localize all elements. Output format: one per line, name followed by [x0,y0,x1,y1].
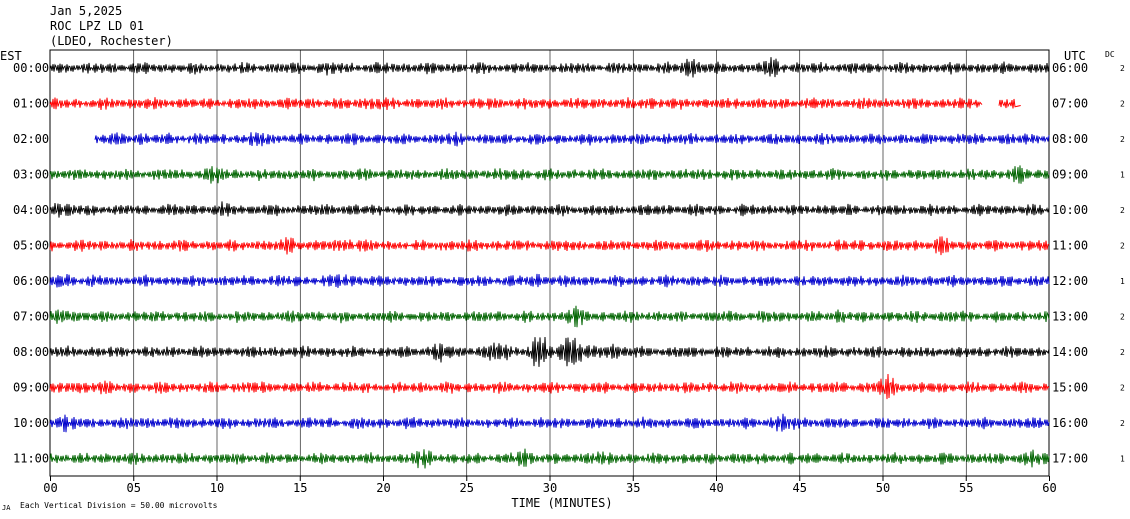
est-label-1100: 11:00 [13,452,49,466]
header-date: Jan 5,2025 [50,4,123,18]
est-label-0700: 07:00 [13,310,49,324]
est-label-1000: 10:00 [13,416,49,430]
x-tick-label-40: 40 [709,481,723,495]
trace-row-0600 [49,273,1050,288]
utc-label-0600: 06:00 [1052,61,1088,75]
x-tick-label-0: 00 [43,481,57,495]
trace-row-0200 [94,131,1050,147]
dc-value-9: 2 [1120,384,1125,393]
trace-row-0800 [49,336,1050,367]
dc-value-10: 2 [1120,419,1125,428]
x-tick-label-60: 60 [1042,481,1056,495]
utc-label-0800: 08:00 [1052,132,1088,146]
x-tick-label-30: 30 [543,481,557,495]
plot-frame [49,49,1050,477]
est-label-0300: 03:00 [13,168,49,182]
trace-row-0500 [49,236,1050,256]
trace-row-0100 [49,97,983,110]
utc-label-1500: 15:00 [1052,381,1088,395]
utc-label-0700: 07:00 [1052,97,1088,111]
x-tick-label-50: 50 [876,481,890,495]
utc-label-1200: 12:00 [1052,274,1088,288]
dc-label: DC [1105,50,1115,59]
x-tick-label-35: 35 [626,481,640,495]
utc-label-1700: 17:00 [1052,452,1088,466]
est-label-0600: 06:00 [13,274,49,288]
est-label-0900: 09:00 [13,381,49,395]
scale-note: Each Vertical Division = 50.00 microvolt… [20,501,218,510]
dc-value-7: 2 [1120,313,1125,322]
dc-value-4: 2 [1120,206,1125,215]
x-tick-label-5: 05 [127,481,141,495]
est-label-0500: 05:00 [13,239,49,253]
dc-value-1: 2 [1120,100,1125,109]
est-label-0000: 00:00 [13,61,49,75]
header-network: (LDEO, Rochester) [50,34,173,48]
est-label-0200: 02:00 [13,132,49,146]
est-zone-label: EST [0,49,22,63]
trace-row-0100-tail [998,98,1021,109]
x-tick-label-15: 15 [293,481,307,495]
trace-row-0700 [49,305,1050,328]
trace-row-0900 [49,373,1050,400]
dc-value-11: 1 [1120,455,1125,464]
est-label-0400: 04:00 [13,203,49,217]
dc-value-6: 1 [1120,277,1125,286]
utc-label-1100: 11:00 [1052,239,1088,253]
x-tick-label-10: 10 [210,481,224,495]
x-tick-label-45: 45 [793,481,807,495]
corner-mark: JA [2,504,11,512]
utc-label-1400: 14:00 [1052,345,1088,359]
utc-label-0900: 09:00 [1052,168,1088,182]
est-label-0100: 01:00 [13,97,49,111]
trace-row-1000 [49,413,1050,433]
est-label-0800: 08:00 [13,345,49,359]
header-station: ROC LPZ LD 01 [50,19,144,33]
dc-value-3: 1 [1120,171,1125,180]
trace-row-0000 [49,57,1050,78]
dc-value-0: 2 [1120,64,1125,73]
x-tick-label-20: 20 [376,481,390,495]
trace-row-0300 [49,165,1050,184]
trace-row-1100 [49,448,1050,469]
x-tick-label-55: 55 [959,481,973,495]
x-tick-label-25: 25 [460,481,474,495]
trace-row-0400 [49,201,1050,218]
utc-label-1300: 13:00 [1052,310,1088,324]
x-axis-label: TIME (MINUTES) [511,496,612,510]
dc-value-5: 2 [1120,242,1125,251]
dc-value-2: 2 [1120,135,1125,144]
utc-zone-label: UTC [1064,49,1086,63]
utc-label-1600: 16:00 [1052,416,1088,430]
utc-label-1000: 10:00 [1052,203,1088,217]
dc-value-8: 2 [1120,348,1125,357]
